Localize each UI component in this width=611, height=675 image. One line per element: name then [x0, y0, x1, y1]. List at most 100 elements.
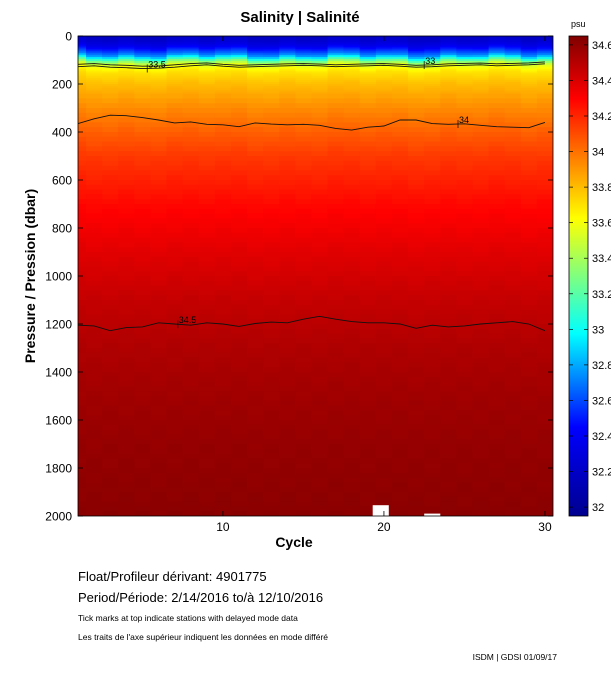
heatmap-cell [166, 122, 184, 128]
heatmap-cell [78, 271, 87, 277]
heatmap-cell [86, 151, 103, 157]
heatmap-cell [230, 410, 248, 416]
heatmap-cell [488, 199, 506, 205]
heatmap-cell [247, 458, 264, 464]
heatmap-cell [247, 51, 264, 54]
heatmap-cell [86, 108, 103, 114]
heatmap-cell [424, 82, 441, 85]
heatmap-cell [86, 280, 103, 287]
heatmap-cell [118, 70, 135, 74]
heatmap-cell [536, 93, 553, 99]
heatmap-cell [198, 309, 216, 315]
heatmap-cell [134, 199, 152, 205]
heatmap-cell [359, 304, 377, 311]
heatmap-cell [456, 37, 474, 41]
heatmap-cell [536, 141, 553, 147]
heatmap-cell [150, 496, 168, 503]
heatmap-cell [456, 127, 474, 133]
heatmap-cell [408, 434, 425, 440]
heatmap-cell [504, 64, 522, 68]
heatmap-cell [230, 242, 248, 248]
heatmap-cell [391, 103, 409, 109]
heatmap-cell [343, 184, 361, 191]
heatmap-cell [424, 85, 441, 89]
heatmap-cell [263, 49, 280, 52]
heatmap-cell [391, 458, 409, 464]
heatmap-cell [102, 511, 119, 516]
heatmap-cell [456, 463, 474, 469]
heatmap-cell [230, 295, 248, 301]
heatmap-cell [424, 218, 441, 224]
heatmap-cell [488, 487, 506, 493]
heatmap-cell [150, 91, 168, 95]
heatmap-cell [230, 98, 248, 104]
heatmap-cell [327, 247, 345, 253]
heatmap-cell [166, 87, 184, 91]
heatmap-cell [472, 448, 490, 455]
heatmap-cell [504, 204, 522, 210]
heatmap-cell [536, 415, 553, 421]
heatmap-cell [279, 304, 296, 311]
heatmap-cell [327, 472, 345, 479]
heatmap-cell [472, 444, 490, 450]
heatmap-cell [472, 78, 490, 81]
heatmap-cell [536, 477, 553, 483]
heatmap-cell [86, 87, 103, 91]
heatmap-cell [78, 51, 87, 54]
heatmap-cell [86, 47, 103, 51]
heatmap-cell [230, 261, 248, 267]
heatmap-cell [504, 184, 522, 191]
heatmap-cell [343, 156, 361, 162]
heatmap-cell [102, 184, 119, 191]
heatmap-cell [166, 271, 184, 277]
heatmap-cell [456, 410, 474, 416]
heatmap-cell [214, 285, 232, 291]
heatmap-cell [440, 49, 457, 52]
heatmap-cell [150, 410, 168, 416]
heatmap-cell [327, 156, 345, 162]
heatmap-cell [311, 72, 329, 75]
heatmap-cell [391, 424, 409, 431]
heatmap-cell [343, 357, 361, 363]
heatmap-cell [295, 232, 313, 239]
heatmap-cell [198, 304, 216, 311]
heatmap-cell [166, 295, 184, 301]
heatmap-cell [150, 501, 168, 507]
heatmap-cell [327, 108, 345, 114]
heatmap-cell [456, 247, 474, 253]
heatmap-cell [86, 59, 103, 62]
heatmap-cell [504, 136, 522, 143]
heatmap-cell [102, 55, 119, 58]
heatmap-cell [247, 496, 264, 503]
heatmap-cell [391, 47, 409, 51]
heatmap-cell [391, 448, 409, 455]
heatmap-cell [150, 57, 168, 60]
heatmap-cell [343, 410, 361, 416]
heatmap-cell [214, 381, 232, 387]
heatmap-cell [214, 112, 232, 119]
heatmap-cell [247, 41, 264, 45]
heatmap-cell [182, 62, 200, 66]
heatmap-cell [488, 285, 506, 291]
heatmap-cell [230, 103, 248, 109]
heatmap-cell [150, 146, 168, 152]
heatmap-cell [86, 290, 103, 296]
heatmap-cell [78, 228, 87, 234]
heatmap-cell [118, 314, 135, 320]
heatmap-cell [134, 93, 152, 99]
heatmap-cell [408, 43, 425, 47]
heatmap-cell [182, 400, 200, 407]
heatmap-cell [520, 252, 538, 258]
heatmap-cell [536, 39, 553, 43]
heatmap-cell [214, 357, 232, 363]
heatmap-cell [520, 280, 538, 287]
heatmap-cell [391, 420, 409, 426]
heatmap-cell [343, 146, 361, 152]
heatmap-cell [327, 132, 345, 138]
heatmap-cell [536, 376, 553, 383]
heatmap-cell [134, 89, 152, 93]
heatmap-cell [456, 53, 474, 56]
heatmap-cell [118, 132, 135, 138]
heatmap-cell [198, 70, 216, 74]
heatmap-cell [440, 396, 457, 402]
